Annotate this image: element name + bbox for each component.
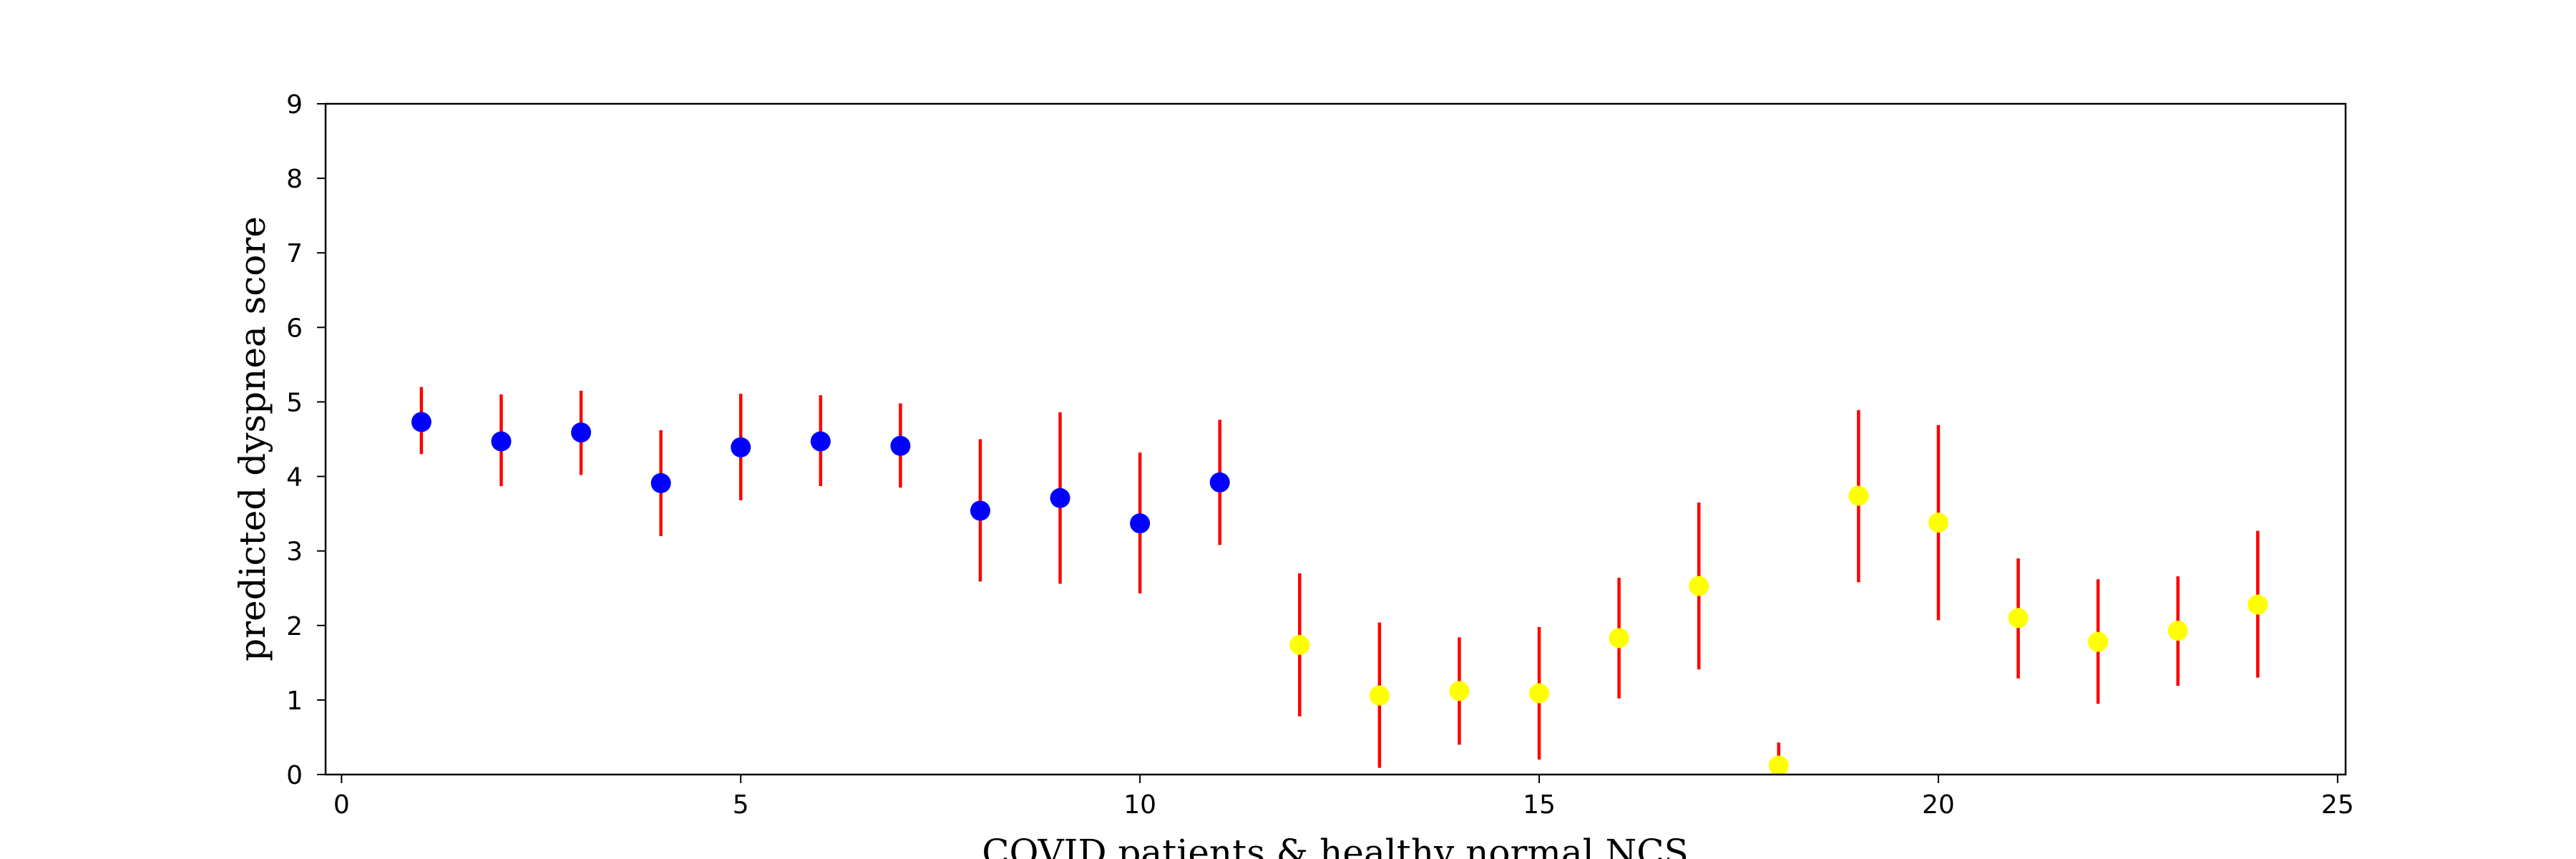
- markers: [411, 412, 2268, 776]
- data-point-series-2: [1768, 755, 1789, 776]
- plot-frame: [324, 102, 2347, 776]
- data-point-series-2: [1609, 628, 1629, 649]
- data-point-series-2: [1289, 634, 1310, 655]
- data-point-series-1: [1050, 487, 1070, 508]
- data-point-series-1: [1209, 472, 1230, 492]
- y-tick-label: 3: [286, 538, 303, 567]
- data-point-series-2: [1689, 576, 1709, 596]
- data-point-series-1: [890, 435, 911, 456]
- data-point-series-1: [970, 500, 990, 521]
- data-point-series-1: [731, 437, 751, 457]
- y-tick-label: 1: [286, 686, 303, 716]
- x-tick-label: 10: [1123, 790, 1156, 820]
- data-point-series-2: [2088, 631, 2109, 652]
- data-point-series-1: [571, 422, 592, 443]
- y-axis-ticks: 0 1 2 3 4 5 6 7 8 9: [286, 90, 326, 790]
- x-tick-label: 15: [1523, 790, 1556, 820]
- y-tick-label: 0: [286, 761, 303, 790]
- data-point-series-1: [1130, 513, 1151, 534]
- x-axis-ticks: 0 5 10 15 20 25: [333, 775, 2354, 820]
- y-tick-label: 4: [286, 463, 303, 492]
- data-point-series-1: [411, 412, 431, 432]
- data-point-series-1: [810, 431, 831, 452]
- data-point-series-2: [2008, 608, 2029, 629]
- x-tick-label: 20: [1922, 790, 1955, 820]
- data-point-series-2: [2167, 621, 2188, 641]
- y-tick-label: 5: [286, 388, 303, 417]
- y-tick-label: 2: [286, 612, 303, 641]
- data-point-series-2: [1848, 485, 1869, 506]
- data-point-series-1: [491, 431, 512, 452]
- data-point-series-2: [2248, 594, 2268, 615]
- y-tick-label: 8: [286, 165, 303, 194]
- x-axis-label: COVID patients & healthy normal NCS: [982, 832, 1689, 859]
- x-tick-label: 5: [733, 790, 749, 820]
- y-tick-label: 9: [286, 90, 303, 120]
- data-point-series-2: [1928, 513, 1948, 533]
- data-point-series-2: [1449, 681, 1470, 702]
- x-tick-label: 25: [2321, 790, 2354, 820]
- y-tick-label: 7: [286, 239, 303, 268]
- x-tick-label: 0: [333, 790, 350, 820]
- data-point-series-2: [1369, 685, 1390, 706]
- data-point-series-2: [1529, 683, 1550, 704]
- y-axis-label: predicted dyspnea score: [232, 216, 273, 661]
- y-tick-label: 6: [286, 314, 303, 343]
- plot-area: [326, 104, 2346, 775]
- data-point-series-1: [650, 472, 671, 493]
